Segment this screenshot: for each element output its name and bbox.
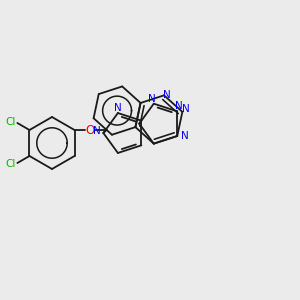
Text: N: N: [163, 90, 171, 100]
Text: N: N: [176, 101, 183, 111]
Text: N: N: [93, 126, 101, 136]
Text: Cl: Cl: [5, 159, 15, 169]
Text: N: N: [182, 104, 189, 114]
Text: Cl: Cl: [5, 117, 15, 127]
Text: N: N: [181, 131, 189, 141]
Text: N: N: [148, 94, 156, 104]
Text: N: N: [114, 103, 122, 113]
Text: O: O: [85, 124, 94, 136]
